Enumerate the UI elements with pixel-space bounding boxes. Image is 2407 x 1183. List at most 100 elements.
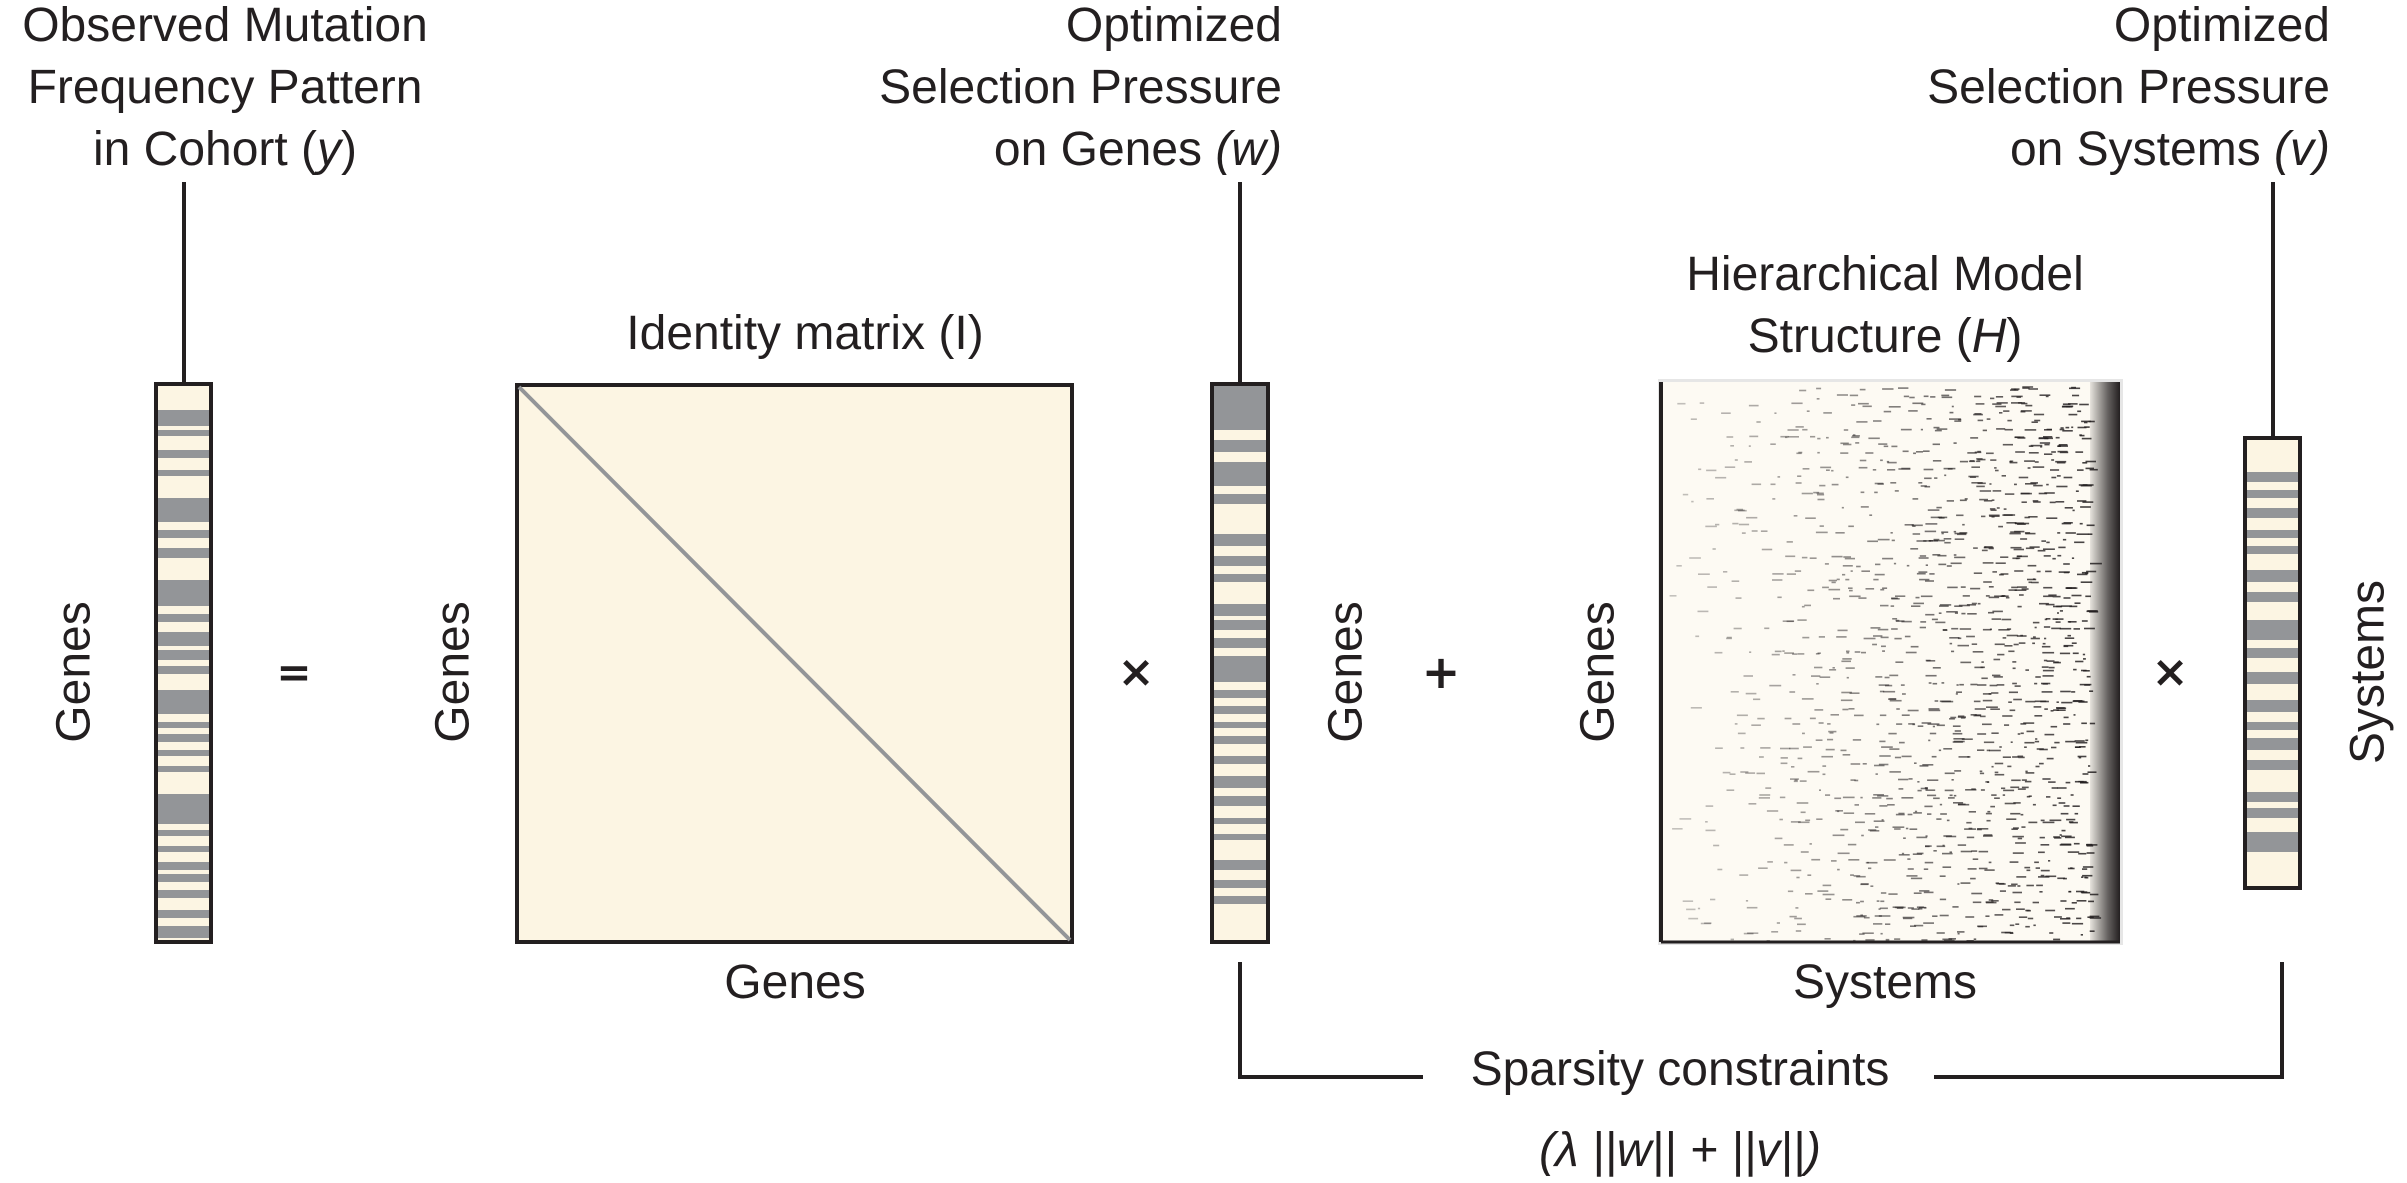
matrix-speckle xyxy=(2044,429,2052,431)
matrix-speckle xyxy=(1858,402,1869,405)
matrix-speckle xyxy=(1909,828,1918,830)
matrix-speckle xyxy=(2049,932,2054,934)
matrix-speckle xyxy=(2017,605,2022,608)
matrix-speckle xyxy=(1774,412,1777,414)
matrix-speckle xyxy=(1954,538,1965,540)
matrix-speckle xyxy=(1818,636,1825,638)
matrix-speckle xyxy=(2073,714,2076,716)
matrix-speckle xyxy=(2039,394,2051,396)
matrix-speckle xyxy=(2080,934,2083,936)
matrix-speckle xyxy=(1947,586,1958,589)
matrix-speckle xyxy=(2074,541,2085,544)
matrix-speckle xyxy=(1881,746,1893,748)
matrix-speckle xyxy=(1875,676,1883,678)
matrix-speckle xyxy=(1961,738,1973,740)
matrix-speckle xyxy=(2056,709,2066,711)
matrix-speckle xyxy=(2065,836,2075,839)
matrix-speckle xyxy=(2013,643,2019,646)
matrix-speckle xyxy=(1795,482,1802,484)
matrix-speckle xyxy=(1994,595,2004,597)
stripe-band xyxy=(1214,638,1266,648)
matrix-speckle xyxy=(1977,602,1981,605)
matrix-speckle xyxy=(2061,701,2073,704)
matrix-speckle xyxy=(1882,650,1885,652)
matrix-speckle xyxy=(1669,595,1677,597)
matrix-speckle xyxy=(1888,893,1898,895)
stripe-band xyxy=(158,450,209,458)
matrix-speckle xyxy=(2084,876,2087,879)
matrix-speckle xyxy=(2016,908,2025,910)
matrix-speckle xyxy=(1993,676,2003,678)
matrix-speckle xyxy=(2036,884,2043,887)
matrix-speckle xyxy=(1994,771,1999,774)
stripe-band xyxy=(1214,604,1266,616)
matrix-speckle xyxy=(1802,468,1810,470)
matrix-speckle xyxy=(1787,429,1799,431)
matrix-speckle xyxy=(1992,571,1997,573)
matrix-speckle xyxy=(1985,812,1992,815)
matrix-speckle xyxy=(2063,877,2067,880)
stripe-band xyxy=(2247,648,2298,658)
matrix-speckle xyxy=(2057,877,2065,880)
matrix-speckle xyxy=(1817,652,1821,654)
matrix-speckle xyxy=(1987,810,1991,813)
matrix-speckle xyxy=(1923,540,1932,542)
matrix-speckle xyxy=(1931,755,1937,758)
matrix-speckle xyxy=(2012,891,2022,894)
matrix-speckle xyxy=(2027,578,2037,581)
matrix-speckle xyxy=(1864,813,1876,815)
matrix-speckle xyxy=(1890,482,1897,484)
matrix-speckle xyxy=(2025,770,2028,773)
matrix-speckle xyxy=(1989,749,2001,752)
matrix-speckle xyxy=(1883,445,1889,448)
matrix-speckle xyxy=(1854,804,1859,806)
matrix-speckle xyxy=(1815,531,1828,534)
matrix-speckle xyxy=(2011,883,2018,886)
matrix-speckle xyxy=(1910,645,1919,648)
matrix-speckle xyxy=(1994,914,2004,916)
matrix-speckle xyxy=(2082,462,2088,464)
matrix-speckle xyxy=(1934,477,1938,479)
matrix-speckle xyxy=(1960,850,1972,853)
matrix-speckle xyxy=(2011,586,2018,589)
matrix-speckle xyxy=(2001,931,2011,934)
matrix-speckle xyxy=(1800,811,1806,814)
matrix-speckle xyxy=(1816,398,1820,400)
matrix-speckle xyxy=(2020,732,2024,735)
matrix-speckle xyxy=(1837,810,1840,813)
matrix-speckle xyxy=(1903,395,1910,398)
matrix-speckle xyxy=(2071,426,2074,429)
matrix-speckle xyxy=(2003,514,2016,516)
matrix-speckle xyxy=(1992,610,2003,613)
w-title-line-2: Selection Pressure xyxy=(879,61,1282,114)
matrix-speckle xyxy=(1985,901,1994,903)
matrix-speckle xyxy=(1784,652,1794,654)
matrix-speckle xyxy=(1794,917,1802,920)
matrix-speckle xyxy=(2068,890,2071,893)
matrix-speckle xyxy=(2060,918,2071,920)
matrix-speckle xyxy=(1911,605,1921,607)
matrix-speckle xyxy=(1882,388,1894,390)
stripe-band xyxy=(1214,834,1266,840)
matrix-speckle xyxy=(1901,797,1914,799)
matrix-speckle xyxy=(1927,779,1939,781)
matrix-speckle xyxy=(1873,578,1879,581)
matrix-speckle xyxy=(2043,595,2054,598)
matrix-speckle xyxy=(1862,932,1874,934)
matrix-speckle xyxy=(1712,548,1716,550)
matrix-speckle xyxy=(1966,635,1975,638)
matrix-speckle xyxy=(1705,525,1717,528)
matrix-speckle xyxy=(2043,659,2048,662)
matrix-speckle xyxy=(1828,588,1841,591)
matrix-speckle xyxy=(2058,546,2066,549)
matrix-speckle xyxy=(1953,530,1957,533)
matrix-speckle xyxy=(1770,483,1776,486)
matrix-speckle xyxy=(2063,645,2069,648)
stripe-band xyxy=(2247,490,2298,498)
stripe-band xyxy=(1214,440,1266,452)
matrix-speckle xyxy=(1996,684,2005,686)
matrix-speckle xyxy=(2075,490,2079,492)
matrix-speckle xyxy=(1932,460,1942,462)
matrix-speckle xyxy=(1834,797,1842,800)
matrix-speckle xyxy=(1841,506,1844,509)
